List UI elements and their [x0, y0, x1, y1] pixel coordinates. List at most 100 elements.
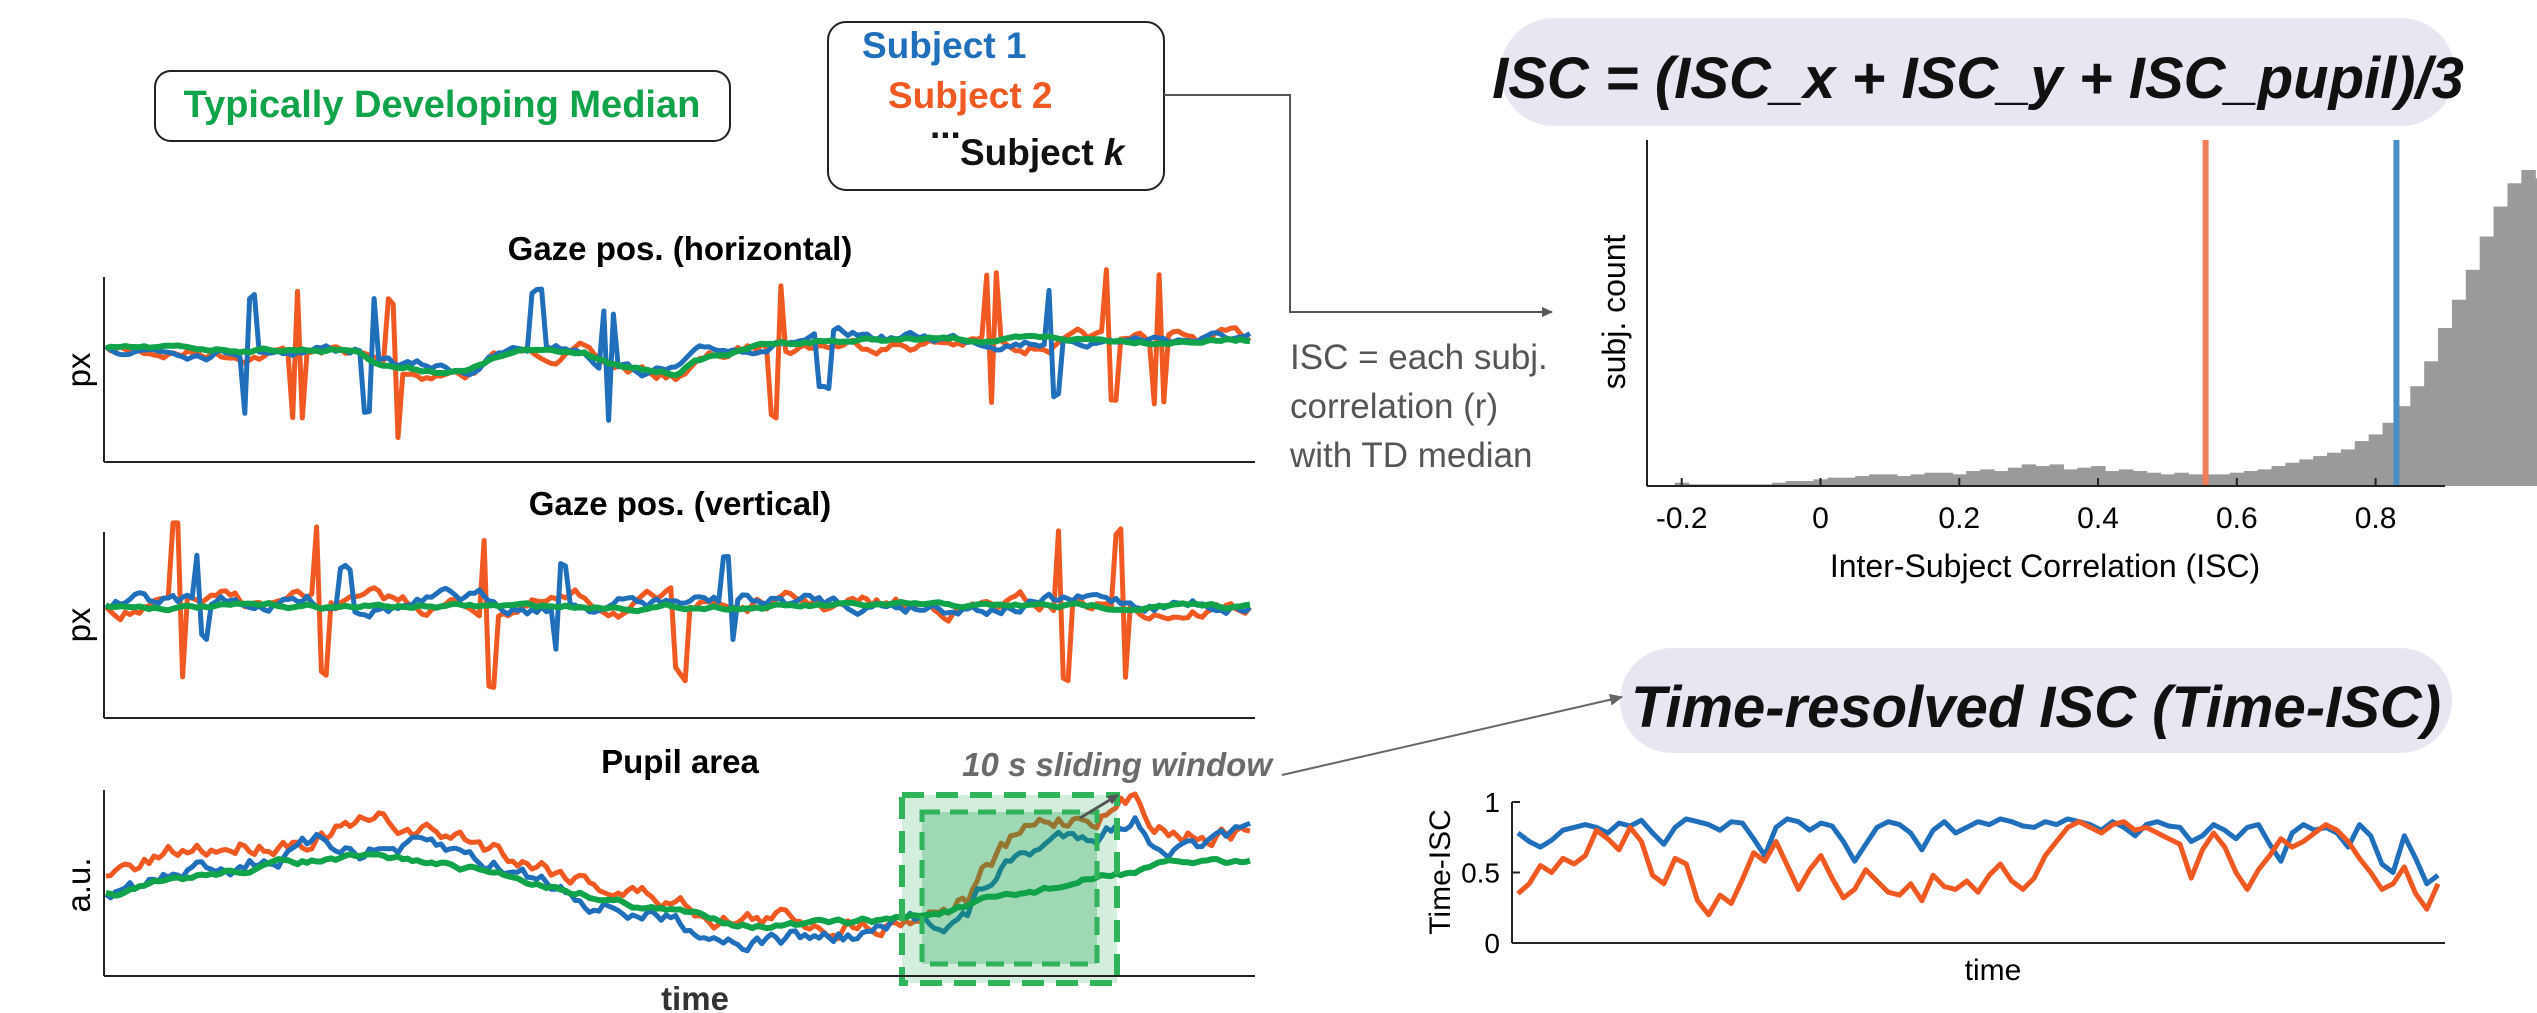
time-isc-subject-1-line [1516, 816, 2440, 887]
time-isc-chart: 00.51 Time-ISC time [1424, 787, 2445, 987]
histogram-bar [2382, 422, 2398, 486]
histogram-bar [2077, 467, 2092, 486]
td-median-label: Typically Developing Median [184, 84, 701, 126]
hist-x-tick-label: 0.2 [1938, 502, 1980, 535]
histogram-bar [1799, 481, 1815, 486]
histogram-bar [2216, 474, 2231, 486]
td-median-legend: Typically Developing Median [154, 70, 731, 142]
hist-x-tick-label: 0.6 [2216, 502, 2258, 535]
isc-note-line-3: with TD median [1289, 436, 1533, 475]
subjects-connector-arrow [1164, 94, 1553, 317]
histogram-bar [2146, 472, 2162, 486]
histogram-bar [1938, 472, 1953, 486]
histogram-bar [1869, 474, 1884, 486]
histogram-bar [1980, 469, 1995, 486]
gaze-h-title: Gaze pos. (horizontal) [508, 230, 853, 267]
isc-note-line-2: correlation (r) [1290, 387, 1498, 426]
histogram-bar [2271, 466, 2286, 486]
tisc-y-tick-label: 0 [1484, 928, 1500, 959]
histogram-bar [2007, 467, 2023, 486]
histogram-bar [1827, 477, 1842, 486]
histogram-bar [2188, 474, 2203, 486]
time-isc-y-ticks: 00.51 [1461, 787, 1520, 959]
histogram-bar [1855, 476, 1870, 486]
histogram-bar [2396, 406, 2411, 486]
hist-x-tick-label: 0.4 [2077, 502, 2119, 535]
histogram-bar [2354, 441, 2370, 486]
hist-ylabel: subj. count [1596, 235, 1632, 390]
gaze-h-ylabel: px [60, 352, 97, 387]
histogram-bar [2021, 464, 2037, 486]
gaze-v-ylabel: px [60, 607, 97, 642]
histogram-bar [2479, 236, 2495, 486]
window-to-timeisc-arrow [1281, 693, 1623, 776]
time-isc-title: Time-resolved ISC (Time-ISC) [1631, 675, 2441, 740]
histogram-bar [2174, 472, 2189, 486]
histogram-markers [2202, 140, 2400, 486]
histogram-bar [1882, 474, 1898, 486]
histogram-bar [2243, 471, 2259, 486]
sliding-window-outer [899, 792, 1120, 986]
histogram-bar [2438, 328, 2453, 486]
panel-gaze-vertical: Gaze pos. (vertical) px [60, 485, 1255, 719]
histogram-bar [2104, 471, 2120, 486]
pupil-traces [104, 791, 1251, 954]
histogram-bar [2521, 170, 2536, 486]
hist-xlabel: Inter-Subject Correlation (ISC) [1830, 548, 2260, 584]
histogram-bar [2160, 474, 2175, 486]
subject-1-pupil-trace [104, 815, 1251, 954]
histogram-bar [2132, 471, 2148, 486]
pupil-ylabel: a.u. [60, 857, 97, 912]
isc-formula-pill: ISC = (ISC_x + ISC_y + ISC_pupil)/3 [1492, 18, 2464, 126]
isc-histogram: -0.2 0 0.2 0.4 0.6 0.8 subj. count Inter-Subj… [1596, 140, 2537, 584]
histogram-bar [2091, 466, 2106, 486]
histogram-bar [2340, 449, 2356, 486]
subject-1-gaze-h-trace [104, 286, 1252, 423]
pupil-title: Pupil area [601, 743, 759, 780]
histogram-bar [2368, 434, 2384, 486]
histogram-bar [1910, 474, 1926, 486]
hist-x-tick-label: -0.2 [1656, 502, 1708, 535]
gaze-h-traces [104, 267, 1252, 441]
histogram-bar [2299, 459, 2314, 486]
histogram-bar [2451, 299, 2467, 486]
subjects-legend: Subject 1 Subject 2 ... Subject k [827, 21, 1165, 191]
tisc-y-tick-label: 1 [1484, 787, 1500, 818]
histogram-bar [2285, 462, 2300, 486]
hist-x-tick-label: 0 [1812, 502, 1829, 535]
histogram-bar [1771, 482, 1787, 486]
histogram-bar [2410, 386, 2425, 486]
histogram-bar [2507, 183, 2522, 486]
tisc-y-tick-label: 0.5 [1461, 858, 1500, 889]
time-isc-lines [1516, 816, 2441, 918]
histogram-bar [2424, 361, 2439, 486]
legend-subject-2: Subject 2 [888, 75, 1053, 116]
histogram-bar [2257, 469, 2273, 486]
histogram-bar [1966, 471, 1981, 486]
histogram-bar [2063, 469, 2078, 486]
tisc-ylabel: Time-ISC [1424, 809, 1457, 935]
sliding-window-inner [919, 809, 1100, 967]
histogram-bar [2035, 466, 2051, 486]
isc-note: ISC = each subj. correlation (r) with TD… [1289, 338, 1548, 475]
histogram-bar [1924, 472, 1940, 486]
histogram-bar [2535, 178, 2537, 486]
histogram-bar [2202, 474, 2217, 486]
legend-ellipsis: ... [930, 105, 961, 146]
histogram-bar [2493, 206, 2509, 486]
isc-formula: ISC = (ISC_x + ISC_y + ISC_pupil)/3 [1492, 46, 2464, 111]
histogram-bar [2327, 452, 2342, 486]
histogram-x-ticks: -0.2 0 0.2 0.4 0.6 0.8 [1656, 478, 2397, 535]
td-median-pupil-trace [105, 851, 1251, 932]
hist-x-tick-label: 0.8 [2355, 502, 2397, 535]
td-median-gaze-v-trace [105, 599, 1251, 615]
time-isc-pill: Time-resolved ISC (Time-ISC) [1620, 648, 2452, 753]
histogram-bar [1993, 471, 2009, 486]
panel-gaze-horizontal: Gaze pos. (horizontal) px [60, 230, 1255, 463]
histogram-bar [1841, 477, 1856, 486]
time-isc-subject-2-line [1516, 819, 2441, 918]
panel-pupil: Pupil area a.u. 10 s sliding window time [60, 743, 1274, 1013]
histogram-bar [1896, 476, 1912, 486]
td-median-gaze-h-trace [105, 332, 1251, 379]
